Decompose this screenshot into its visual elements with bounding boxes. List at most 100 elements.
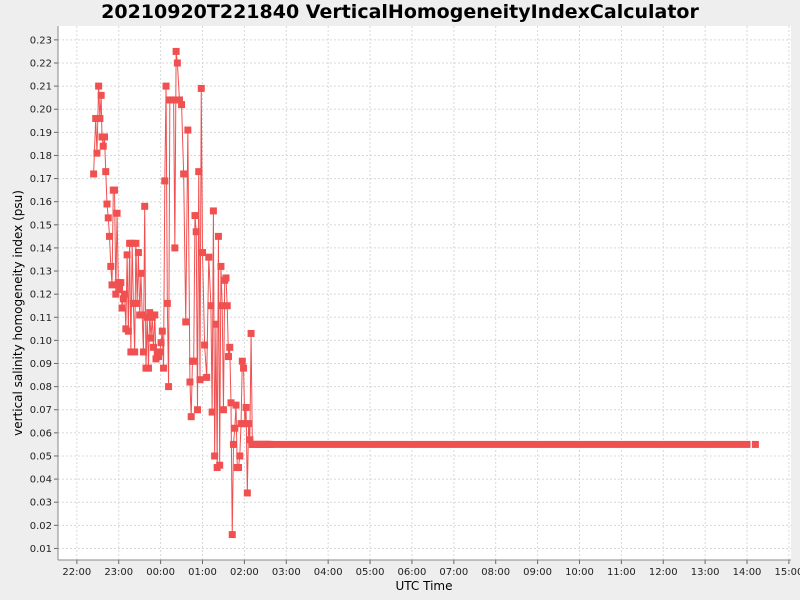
data-point (230, 440, 238, 448)
x-tick-label: 12:00 (649, 567, 678, 578)
data-point (184, 126, 192, 134)
data-point (95, 82, 103, 90)
x-tick-label: 10:00 (565, 567, 594, 578)
data-point (172, 47, 180, 55)
data-point (186, 378, 194, 386)
x-tick-label: 15:00 (774, 567, 800, 578)
y-tick-label: 0.23 (30, 35, 52, 46)
y-tick-label: 0.18 (30, 151, 52, 162)
data-point (246, 436, 254, 444)
data-point (119, 295, 127, 303)
data-point (195, 168, 203, 176)
x-tick-label: 01:00 (188, 567, 217, 578)
x-tick-label: 14:00 (733, 567, 762, 578)
data-point (118, 304, 126, 312)
data-point (162, 82, 170, 90)
x-tick-label: 06:00 (398, 567, 427, 578)
data-point (116, 286, 124, 294)
y-tick-label: 0.19 (30, 128, 52, 139)
y-tick-label: 0.06 (30, 428, 52, 439)
y-tick-label: 0.02 (30, 521, 52, 532)
data-point (751, 440, 759, 448)
data-point (133, 299, 141, 307)
x-axis-title: UTC Time (396, 579, 453, 593)
x-tick-label: 07:00 (439, 567, 468, 578)
x-tick-label: 03:00 (272, 567, 301, 578)
y-tick-label: 0.07 (30, 405, 52, 416)
y-tick-label: 0.04 (30, 475, 52, 486)
data-point (139, 348, 147, 356)
data-point (132, 239, 140, 247)
x-tick-label: 13:00 (691, 567, 720, 578)
y-tick-label: 0.09 (30, 359, 52, 370)
y-tick-label: 0.15 (30, 220, 52, 231)
data-point (93, 149, 101, 157)
data-point (217, 262, 225, 270)
data-point (107, 262, 115, 270)
data-point (165, 383, 173, 391)
data-point (231, 424, 239, 432)
data-point (216, 461, 224, 469)
data-point (170, 96, 178, 104)
x-tick-label: 05:00 (356, 567, 385, 578)
y-tick-label: 0.17 (30, 174, 52, 185)
data-point (247, 329, 255, 337)
data-point (226, 343, 234, 351)
data-point (224, 353, 232, 361)
data-point (212, 320, 220, 328)
series-layer (90, 47, 759, 539)
data-point (106, 232, 114, 240)
data-point (99, 142, 107, 150)
y-tick-label: 0.10 (30, 336, 52, 347)
data-point (128, 239, 136, 247)
data-point (113, 209, 121, 217)
axis-layer: 22:00 23:00 00:00 01:00 02:00 03:00 04:00 05:00… (30, 26, 800, 578)
data-point (97, 91, 105, 99)
data-point (121, 290, 129, 298)
chart-title: 20210920T221840 VerticalHomogeneityIndex… (101, 1, 699, 23)
data-point (211, 452, 219, 460)
data-point (92, 114, 100, 122)
data-point (236, 452, 244, 460)
data-point (196, 376, 204, 384)
data-point (240, 364, 248, 372)
data-point (207, 302, 215, 310)
data-point (237, 420, 245, 428)
data-point (100, 133, 108, 141)
grid-layer (58, 26, 791, 560)
data-point (182, 318, 190, 326)
data-point (112, 290, 120, 298)
x-tick-label: 04:00 (314, 567, 343, 578)
y-tick-label: 0.16 (30, 197, 52, 208)
data-point (205, 253, 213, 261)
y-tick-label: 0.20 (30, 105, 52, 116)
data-point (178, 101, 186, 109)
data-point (173, 59, 181, 67)
data-point (208, 408, 216, 416)
data-point (104, 214, 112, 222)
data-point (149, 343, 157, 351)
data-point (138, 311, 146, 319)
y-tick-label: 0.11 (30, 313, 52, 324)
data-point (127, 348, 135, 356)
data-point (192, 228, 200, 236)
data-point (156, 348, 164, 356)
data-point (144, 364, 152, 372)
x-tick-label: 02:00 (230, 567, 259, 578)
data-point (117, 279, 125, 287)
data-point (227, 399, 235, 407)
x-tick-label: 08:00 (481, 567, 510, 578)
y-tick-label: 0.22 (30, 58, 52, 69)
data-point (103, 200, 111, 208)
x-tick-label: 23:00 (104, 567, 133, 578)
data-point (241, 420, 249, 428)
data-point (102, 168, 110, 176)
data-point (201, 341, 209, 349)
y-tick-label: 0.14 (30, 243, 52, 254)
data-point (180, 170, 188, 178)
data-point (147, 334, 155, 342)
x-tick-label: 00:00 (146, 567, 175, 578)
data-point (199, 249, 207, 257)
y-tick-label: 0.03 (30, 498, 52, 509)
